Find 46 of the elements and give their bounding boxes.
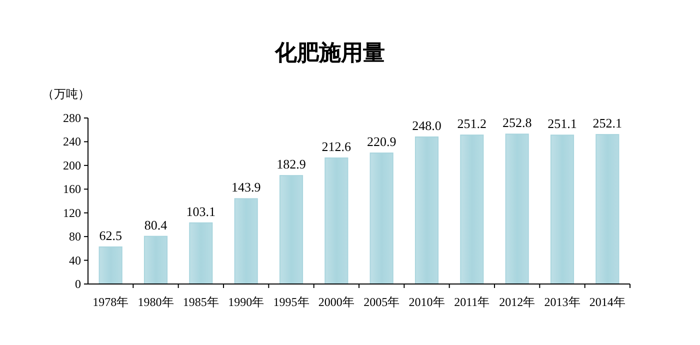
y-tick-label: 240	[63, 134, 81, 149]
data-label: 143.9	[231, 180, 261, 195]
bar	[144, 236, 168, 284]
x-tick-label: 2013年	[544, 295, 580, 309]
x-tick-label: 2000年	[318, 295, 354, 309]
bar	[98, 246, 122, 284]
data-label: 80.4	[144, 217, 168, 232]
x-tick-label: 2014年	[589, 295, 626, 309]
data-label: 248.0	[412, 118, 442, 133]
data-label: 182.9	[276, 156, 306, 172]
data-label: 251.2	[457, 116, 487, 132]
data-label: 62.5	[99, 228, 122, 243]
y-tick-label: 280	[63, 111, 81, 125]
x-tick-label: 1990年	[228, 295, 264, 309]
bar	[596, 134, 620, 284]
x-tick-label: 1980年	[138, 295, 174, 309]
data-label: 220.9	[366, 134, 396, 150]
y-tick-label: 160	[63, 182, 81, 196]
data-label: 252.1	[592, 116, 622, 131]
x-tick-label: 2012年	[499, 295, 536, 309]
data-label: 251.1	[548, 116, 577, 132]
data-label: 212.6	[322, 138, 352, 154]
data-label: 103.1	[186, 204, 216, 219]
x-tick-label: 1995年	[273, 295, 310, 309]
y-axis-title: （万吨）	[42, 87, 90, 101]
bar	[370, 152, 394, 284]
bar	[189, 222, 213, 284]
chart-title: 化肥施用量	[274, 41, 385, 66]
y-tick-label: 40	[69, 253, 81, 268]
x-tick-label: 1978年	[92, 295, 129, 309]
bar	[324, 157, 348, 284]
y-tick-label: 0	[75, 277, 81, 291]
x-tick-label: 1985年	[182, 295, 219, 309]
bar	[460, 134, 484, 284]
y-tick-label: 80	[69, 230, 81, 244]
bar	[505, 134, 529, 284]
data-label: 252.8	[502, 115, 532, 130]
y-tick-label: 200	[63, 158, 81, 172]
x-tick-label: 2011年	[454, 295, 490, 309]
x-tick-label: 2010年	[408, 295, 445, 309]
bar	[234, 198, 258, 284]
y-tick-label: 120	[63, 206, 81, 220]
bar	[550, 134, 574, 284]
x-tick-label: 2005年	[364, 295, 400, 309]
bar	[414, 136, 439, 284]
bar	[279, 175, 304, 284]
